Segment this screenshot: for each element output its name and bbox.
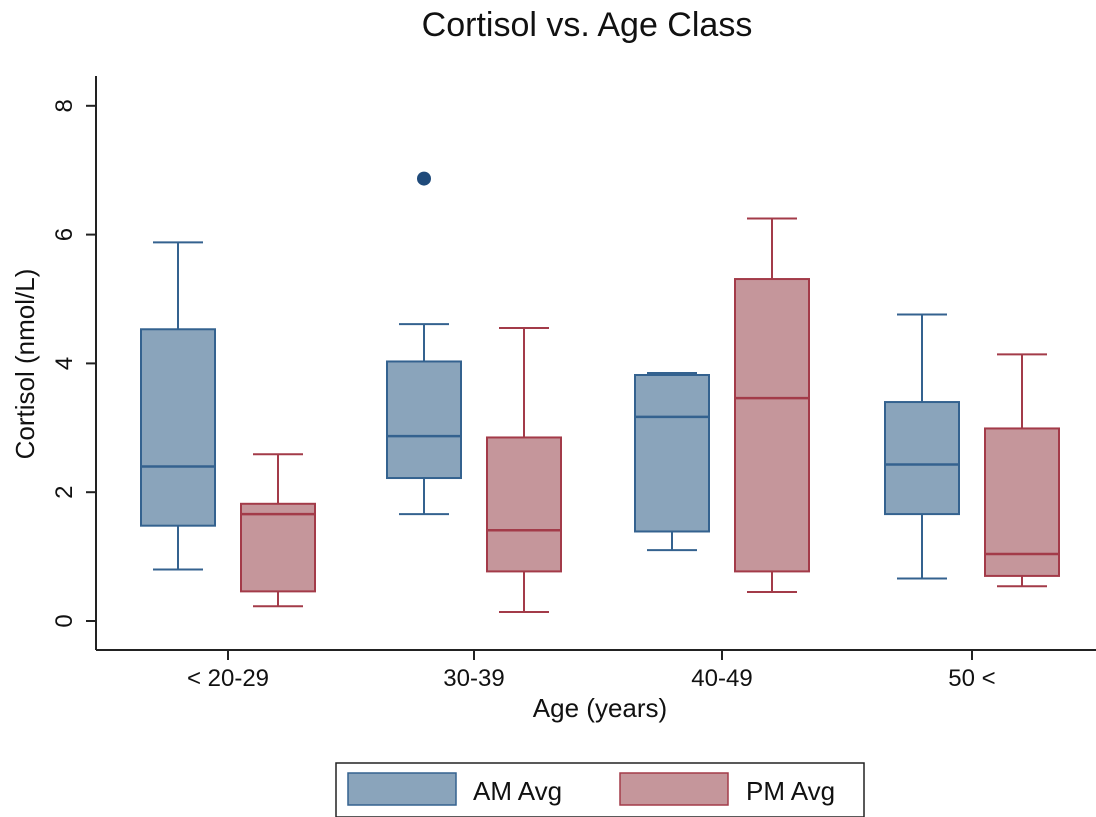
box-iqr [240,502,316,593]
box-iqr [140,328,216,527]
outlier-point [417,171,431,186]
x-tick-label: < 20-29 [187,665,269,692]
box-iqr [634,373,710,533]
box-pm-1 [486,326,562,613]
box-pm-2 [734,217,810,594]
y-ticks: 0 2 4 6 8 [51,99,96,628]
box-iqr [386,360,462,480]
box-am-3 [884,313,960,580]
x-tick-label: 40-49 [691,665,752,692]
x-ticks: < 20-29 30-39 40-49 50 < [187,650,996,692]
x-tick-label: 30-39 [443,665,504,692]
legend: AM Avg PM Avg [335,762,865,817]
box-am-2 [634,372,710,552]
legend-label-pm: PM Avg [746,776,835,806]
legend-swatch-am [347,772,457,806]
box-plots [140,171,1060,613]
x-axis-label: Age (years) [533,693,667,723]
legend-label-am: AM Avg [473,776,562,806]
box-iqr [984,427,1060,577]
box-iqr [734,278,810,573]
y-axis-label: Cortisol (nmol/L) [10,269,40,460]
legend-swatch-pm [619,772,729,806]
y-tick-label: 6 [51,228,78,241]
y-tick-label: 0 [51,614,78,627]
box-iqr [486,436,562,573]
y-tick-label: 4 [51,357,78,370]
box-pm-0 [240,453,316,608]
chart-title: Cortisol vs. Age Class [422,6,753,44]
box-am-1 [386,171,462,516]
y-tick-label: 2 [51,486,78,499]
box-pm-3 [984,353,1060,588]
box-am-0 [140,241,216,571]
box-iqr [884,401,960,516]
x-tick-label: 50 < [948,665,995,692]
y-tick-label: 8 [51,99,78,112]
